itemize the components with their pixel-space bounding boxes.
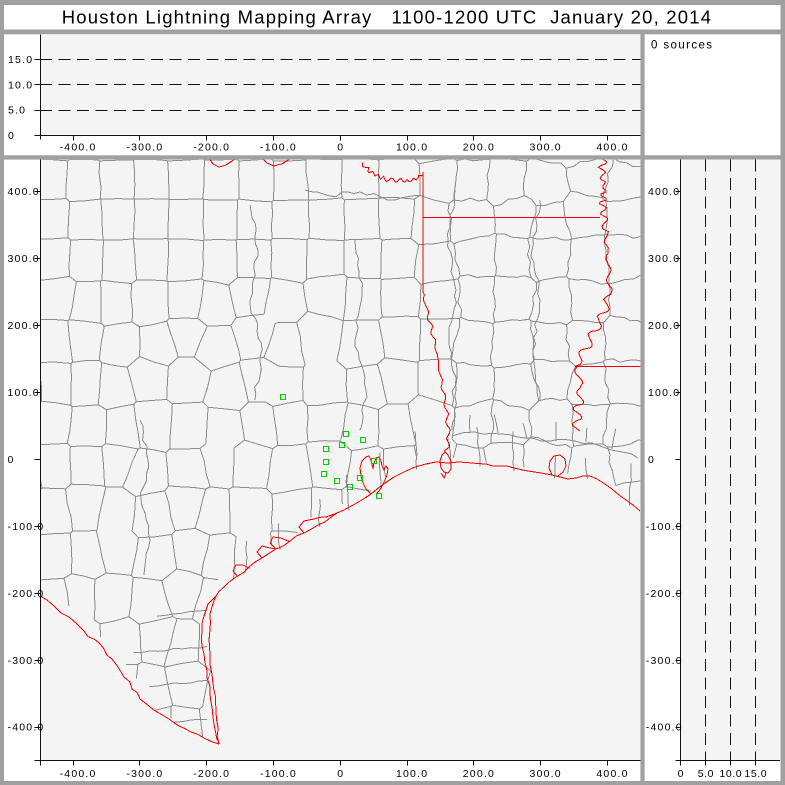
svg-text:300.0: 300.0 [648, 253, 680, 265]
svg-text:0: 0 [337, 142, 344, 154]
svg-text:400.0: 400.0 [596, 142, 628, 154]
svg-text:-400.0: -400.0 [646, 722, 683, 734]
svg-text:200.0: 200.0 [463, 768, 495, 780]
svg-text:300.0: 300.0 [530, 768, 562, 780]
svg-text:0: 0 [8, 454, 15, 466]
svg-text:200.0: 200.0 [463, 142, 495, 154]
svg-text:5.0: 5.0 [8, 105, 26, 117]
svg-text:200.0: 200.0 [8, 320, 40, 332]
svg-text:-300.0: -300.0 [126, 142, 163, 154]
svg-text:-400.0: -400.0 [8, 722, 45, 734]
svg-text:100.0: 100.0 [8, 387, 40, 399]
svg-text:-300.0: -300.0 [646, 655, 683, 667]
svg-text:-400.0: -400.0 [60, 768, 97, 780]
svg-text:-300.0: -300.0 [8, 655, 45, 667]
svg-text:-200.0: -200.0 [646, 588, 683, 600]
svg-text:10.0: 10.0 [719, 768, 742, 780]
svg-text:15.0: 15.0 [744, 768, 767, 780]
svg-text:-200.0: -200.0 [8, 588, 45, 600]
svg-text:-100.0: -100.0 [646, 521, 683, 533]
svg-text:0: 0 [648, 454, 655, 466]
svg-text:300.0: 300.0 [530, 142, 562, 154]
svg-text:-100.0: -100.0 [8, 521, 45, 533]
svg-text:400.0: 400.0 [8, 186, 40, 198]
svg-text:0 sources: 0 sources [651, 40, 713, 52]
svg-text:-200.0: -200.0 [193, 142, 230, 154]
svg-text:15.0: 15.0 [8, 54, 33, 66]
svg-text:100.0: 100.0 [396, 142, 428, 154]
svg-text:-300.0: -300.0 [126, 768, 163, 780]
svg-text:400.0: 400.0 [596, 768, 628, 780]
svg-text:-100.0: -100.0 [260, 142, 297, 154]
svg-text:10.0: 10.0 [8, 80, 33, 92]
svg-text:-400.0: -400.0 [60, 142, 97, 154]
svg-text:0: 0 [337, 768, 344, 780]
svg-text:0: 0 [678, 768, 684, 780]
svg-text:Houston Lightning Mapping Arra: Houston Lightning Mapping Array 1100-120… [62, 7, 713, 28]
svg-text:200.0: 200.0 [648, 320, 680, 332]
svg-text:5.0: 5.0 [698, 768, 714, 780]
svg-text:-100.0: -100.0 [260, 768, 297, 780]
svg-text:300.0: 300.0 [8, 253, 40, 265]
svg-text:-200.0: -200.0 [193, 768, 230, 780]
svg-text:100.0: 100.0 [648, 387, 680, 399]
svg-text:400.0: 400.0 [648, 186, 680, 198]
svg-text:0: 0 [8, 130, 15, 142]
svg-text:100.0: 100.0 [396, 768, 428, 780]
